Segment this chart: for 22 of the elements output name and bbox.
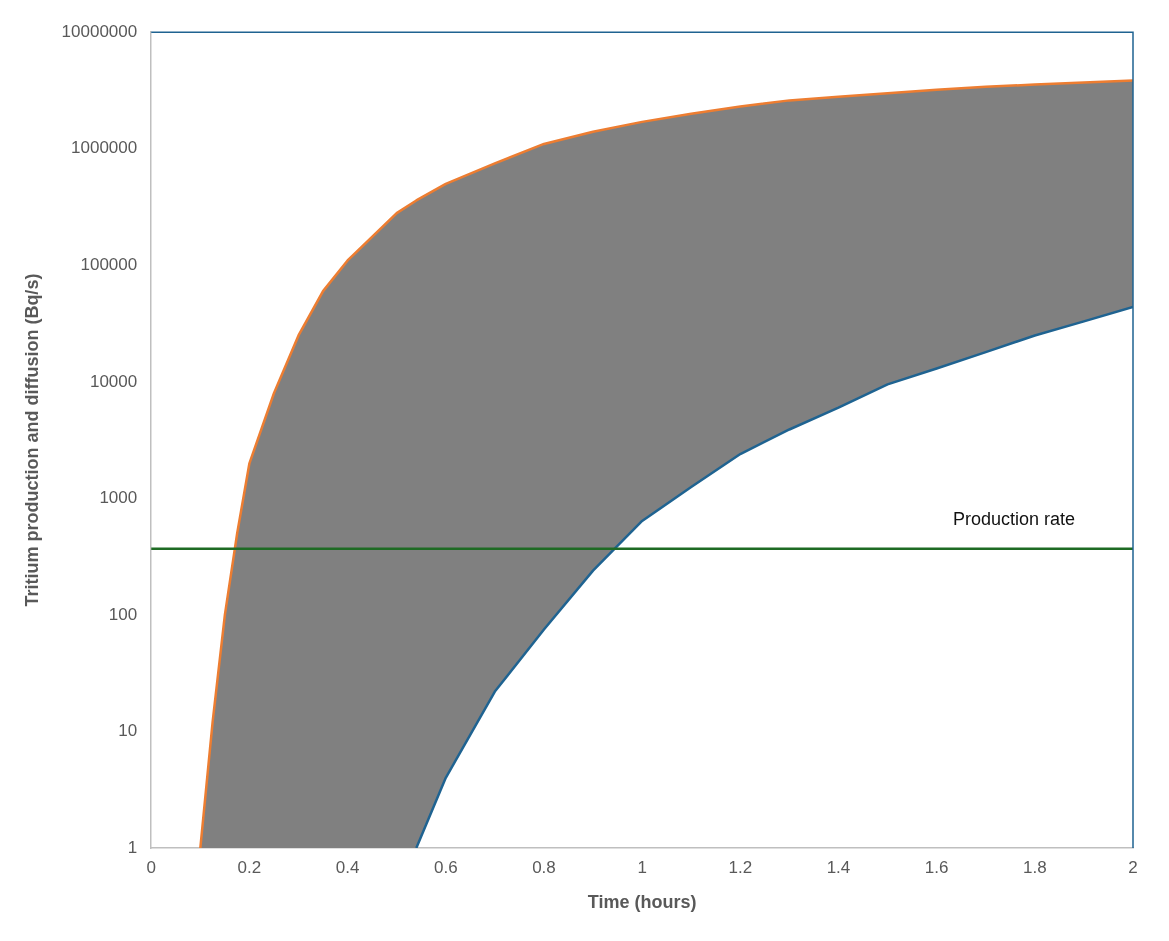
y-axis-title: Tritium production and diffusion (Bq/s) [21,273,42,607]
x-tick-label: 1.8 [1023,857,1047,877]
x-axis-title: Time (hours) [587,892,697,913]
y-tick-label: 10 [118,721,138,741]
x-tick-label: 1.4 [826,857,851,877]
y-tick-label: 10000 [89,371,138,391]
x-tick-label: 2 [1128,857,1138,877]
x-tick-label: 1 [637,857,647,877]
x-tick-label: 0.4 [335,857,360,877]
y-tick-label: 1000 [99,488,138,508]
x-tick-label: 0 [146,857,156,877]
x-tick-label: 1.2 [728,857,753,877]
x-tick-label: 0.6 [433,857,458,877]
x-tick-label: 0.8 [532,857,556,877]
y-tick-label: 10000000 [61,21,138,41]
ref-line-label: Production rate [952,508,1075,529]
y-tick-label: 1000000 [71,138,138,158]
x-tick-label: 0.2 [237,857,262,877]
y-tick-label: 100 [108,604,138,624]
y-tick-label: 1 [127,837,138,857]
y-tick-label: 100000 [80,254,138,274]
x-tick-label: 1.6 [924,857,949,877]
